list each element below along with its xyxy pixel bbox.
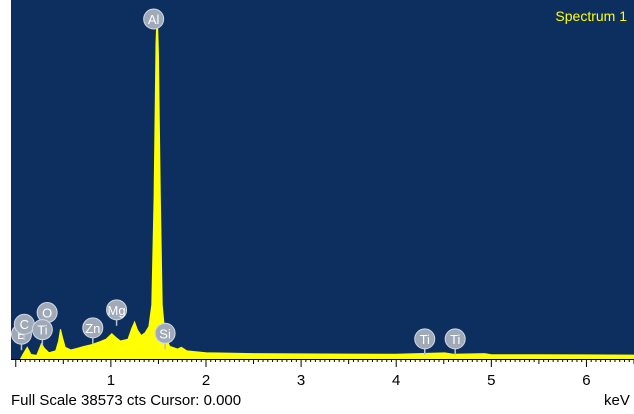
- x-axis-ticks: 1 2 3 4 5 6: [15, 359, 634, 389]
- peak-labels: BCO Ti Zn Mg Al Si Ti Ti: [10, 8, 466, 355]
- x-axis-unit-label: keV: [604, 392, 630, 409]
- peak-marker-text: C: [20, 317, 29, 332]
- x-axis-strip: [11, 359, 634, 369]
- peak-marker-badge: [106, 299, 128, 321]
- peak-marker-text: Ti: [37, 323, 47, 338]
- peak-marker-text: Ti: [420, 332, 430, 347]
- peak-marker-badge: [143, 8, 165, 30]
- peak-label-ti-8: Ti: [414, 328, 436, 355]
- peak-marker-text: B: [17, 327, 26, 342]
- x-tick-label-6: 6: [582, 372, 590, 389]
- peak-marker-badge: [31, 319, 53, 341]
- plot-background: [11, 0, 634, 359]
- x-tick-label-1: 1: [107, 372, 115, 389]
- spectrum-series-1: [19, 10, 634, 360]
- x-tick-label-5: 5: [487, 372, 495, 389]
- peak-label-ti-3: Ti: [31, 319, 53, 346]
- peak-marker-badge: [82, 317, 104, 339]
- peak-marker-badge: [414, 328, 436, 350]
- peak-label-al-6: Al: [143, 8, 165, 30]
- peak-label-mg-5: Mg: [106, 299, 128, 326]
- peak-marker-badge: [444, 328, 466, 350]
- peak-label-si-7: Si: [154, 322, 176, 350]
- peak-marker-text: O: [42, 306, 52, 321]
- scale-cursor-readout: Full Scale 38573 cts Cursor: 0.000: [11, 392, 242, 409]
- legend-spectrum-1: Spectrum 1: [555, 8, 627, 24]
- peak-marker-text: Ti: [450, 332, 460, 347]
- x-tick-label-4: 4: [392, 372, 400, 389]
- peak-marker-text: Zn: [85, 321, 100, 336]
- peak-marker-text: Si: [159, 326, 171, 341]
- peak-marker-text: Mg: [108, 303, 126, 318]
- peak-label-zn-4: Zn: [82, 317, 104, 344]
- x-tick-label-2: 2: [202, 372, 210, 389]
- peak-marker-text: Al: [148, 12, 160, 27]
- peak-label-ti-9: Ti: [444, 328, 466, 355]
- peak-marker-badge: [154, 322, 176, 344]
- x-tick-label-3: 3: [297, 372, 305, 389]
